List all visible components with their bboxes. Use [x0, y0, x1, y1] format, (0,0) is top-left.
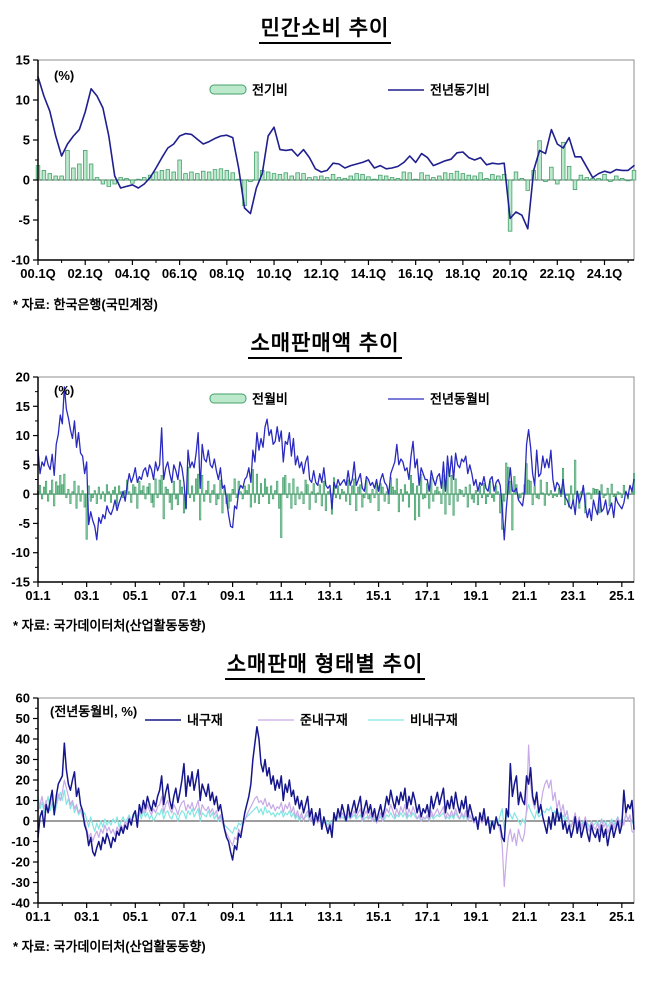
- svg-text:13.1: 13.1: [317, 588, 342, 603]
- svg-text:21.1: 21.1: [512, 909, 537, 924]
- svg-text:11.1: 11.1: [269, 588, 294, 603]
- svg-text:07.1: 07.1: [171, 588, 196, 603]
- chart-private-consumption: 민간소비 추이 15 10 5 0 -5 -10 00.1Q 02.1Q 04.1Q 06.1Q 0…: [0, 12, 650, 313]
- svg-text:0: 0: [23, 173, 30, 188]
- svg-text:30: 30: [16, 752, 30, 767]
- svg-text:-5: -5: [18, 213, 30, 228]
- svg-text:25.1: 25.1: [609, 588, 634, 603]
- svg-text:준내구재: 준내구재: [300, 713, 348, 728]
- svg-text:-10: -10: [11, 545, 30, 560]
- svg-text:08.1Q: 08.1Q: [209, 266, 244, 281]
- source-note-retail-sales: * 자료: 국가데이터처(산업활동동향): [13, 618, 206, 633]
- svg-text:01.1: 01.1: [25, 909, 50, 924]
- svg-text:전년동월비: 전년동월비: [430, 392, 490, 407]
- svg-text:21.1: 21.1: [512, 588, 537, 603]
- svg-text:16.1Q: 16.1Q: [398, 266, 433, 281]
- chart-title-text: 민간소비 추이: [258, 17, 392, 44]
- svg-text:10: 10: [16, 793, 30, 808]
- svg-text:20: 20: [16, 773, 30, 788]
- chart-title-retail-sales: 소매판매액 추이: [0, 327, 650, 359]
- svg-text:05.1: 05.1: [123, 909, 148, 924]
- svg-text:10: 10: [16, 428, 30, 443]
- svg-text:09.1: 09.1: [220, 909, 245, 924]
- svg-text:22.1Q: 22.1Q: [540, 266, 575, 281]
- svg-text:06.1Q: 06.1Q: [162, 266, 197, 281]
- svg-text:03.1: 03.1: [74, 588, 99, 603]
- svg-text:5: 5: [23, 133, 30, 148]
- svg-text:60: 60: [16, 691, 30, 706]
- svg-text:40: 40: [16, 732, 30, 747]
- svg-text:50: 50: [16, 711, 30, 726]
- svg-text:15.1: 15.1: [366, 588, 391, 603]
- svg-text:19.1: 19.1: [463, 588, 488, 603]
- svg-text:15.1: 15.1: [366, 909, 391, 924]
- svg-text:24.1Q: 24.1Q: [587, 266, 622, 281]
- svg-text:23.1: 23.1: [561, 588, 586, 603]
- svg-text:-15: -15: [11, 575, 30, 590]
- chart-title-text: 소매판매 형태별 추이: [224, 653, 426, 680]
- svg-text:0: 0: [23, 814, 30, 829]
- svg-text:-10: -10: [11, 253, 30, 268]
- svg-text:-30: -30: [11, 875, 30, 890]
- svg-text:5: 5: [23, 457, 30, 472]
- svg-text:(%): (%): [54, 68, 74, 83]
- svg-text:04.1Q: 04.1Q: [115, 266, 150, 281]
- chart-title-text: 소매판매액 추이: [248, 332, 402, 359]
- chart-retail-sales-by-type: 소매판매 형태별 추이 60 50 40 30 20 10 0 -10 -20 -30 -40 01.…: [0, 648, 650, 955]
- svg-text:(%): (%): [54, 383, 74, 398]
- svg-text:17.1: 17.1: [415, 909, 440, 924]
- chart-title-retail-sales-by-type: 소매판매 형태별 추이: [0, 648, 650, 680]
- svg-text:전년동기비: 전년동기비: [430, 83, 490, 98]
- svg-text:07.1: 07.1: [171, 909, 196, 924]
- svg-text:-40: -40: [11, 896, 30, 911]
- svg-text:09.1: 09.1: [220, 588, 245, 603]
- svg-text:17.1: 17.1: [415, 588, 440, 603]
- svg-text:00.1Q: 00.1Q: [20, 266, 55, 281]
- svg-text:11.1: 11.1: [269, 909, 294, 924]
- chart-retail-sales: 소매판매액 추이 20 15 10 5 0 -5 -10 -15 01.1 03.1 05.1 07.…: [0, 327, 650, 634]
- source-note-retail-sales-by-type: * 자료: 국가데이터처(산업활동동향): [13, 939, 206, 954]
- svg-text:전기비: 전기비: [252, 83, 288, 98]
- svg-text:0: 0: [23, 487, 30, 502]
- svg-text:10.1Q: 10.1Q: [256, 266, 291, 281]
- svg-text:23.1: 23.1: [561, 909, 586, 924]
- svg-text:15: 15: [16, 399, 30, 414]
- svg-text:10: 10: [16, 93, 30, 108]
- svg-text:20.1Q: 20.1Q: [492, 266, 527, 281]
- svg-text:12.1Q: 12.1Q: [304, 266, 339, 281]
- svg-text:13.1: 13.1: [317, 909, 342, 924]
- svg-text:18.1Q: 18.1Q: [445, 266, 480, 281]
- svg-text:03.1: 03.1: [74, 909, 99, 924]
- svg-text:20: 20: [16, 370, 30, 385]
- report-page: 민간소비 추이 15 10 5 0 -5 -10 00.1Q 02.1Q 04.1Q 06.1Q 0…: [0, 12, 650, 955]
- svg-text:14.1Q: 14.1Q: [351, 266, 386, 281]
- svg-text:-10: -10: [11, 834, 30, 849]
- svg-text:-20: -20: [11, 855, 30, 870]
- svg-text:05.1: 05.1: [123, 588, 148, 603]
- svg-text:15: 15: [16, 53, 30, 68]
- chart-title-private-consumption: 민간소비 추이: [0, 12, 650, 44]
- svg-text:비내구재: 비내구재: [410, 713, 458, 728]
- svg-text:19.1: 19.1: [463, 909, 488, 924]
- svg-text:25.1: 25.1: [609, 909, 634, 924]
- source-note-private-consumption: * 자료: 한국은행(국민계정): [13, 297, 158, 312]
- svg-text:(전년동월비, %): (전년동월비, %): [50, 704, 137, 719]
- svg-text:-5: -5: [18, 516, 30, 531]
- svg-text:내구재: 내구재: [187, 713, 223, 728]
- svg-text:전월비: 전월비: [252, 392, 288, 407]
- svg-text:01.1: 01.1: [25, 588, 50, 603]
- svg-text:02.1Q: 02.1Q: [67, 266, 102, 281]
